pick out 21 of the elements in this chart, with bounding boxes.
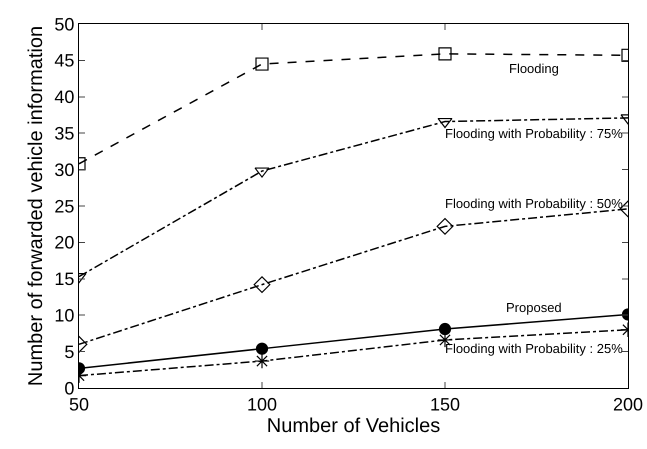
x-axis-title: Number of Vehicles — [266, 415, 440, 438]
series-label: Flooding with Probability : 50% — [445, 196, 624, 211]
y-tick-label: 15 — [54, 269, 74, 290]
y-tick-label: 30 — [54, 160, 74, 180]
x-tick-label: 200 — [612, 394, 644, 415]
y-axis-title: Number of forwarded vehicle information — [24, 26, 47, 386]
series-label: Flooding with Probability : 25% — [445, 341, 624, 356]
y-tick-label: 5 — [64, 342, 74, 362]
x-tick-label: 150 — [430, 394, 460, 415]
y-tick-label: 25 — [54, 196, 74, 216]
series-label: Flooding — [509, 61, 559, 76]
y-tick-label: 50 — [54, 14, 74, 34]
y-tick-label: 45 — [54, 50, 74, 71]
x-tick-label: 100 — [246, 394, 278, 415]
y-tick-label: 0 — [64, 378, 74, 398]
series-label: Flooding with Probability : 75% — [445, 126, 624, 141]
y-tick-label: 35 — [54, 124, 74, 144]
y-tick-label: 20 — [54, 232, 74, 253]
y-tick-label: 10 — [54, 306, 74, 326]
series-label: Proposed — [506, 300, 562, 315]
y-tick-label: 40 — [54, 87, 74, 108]
